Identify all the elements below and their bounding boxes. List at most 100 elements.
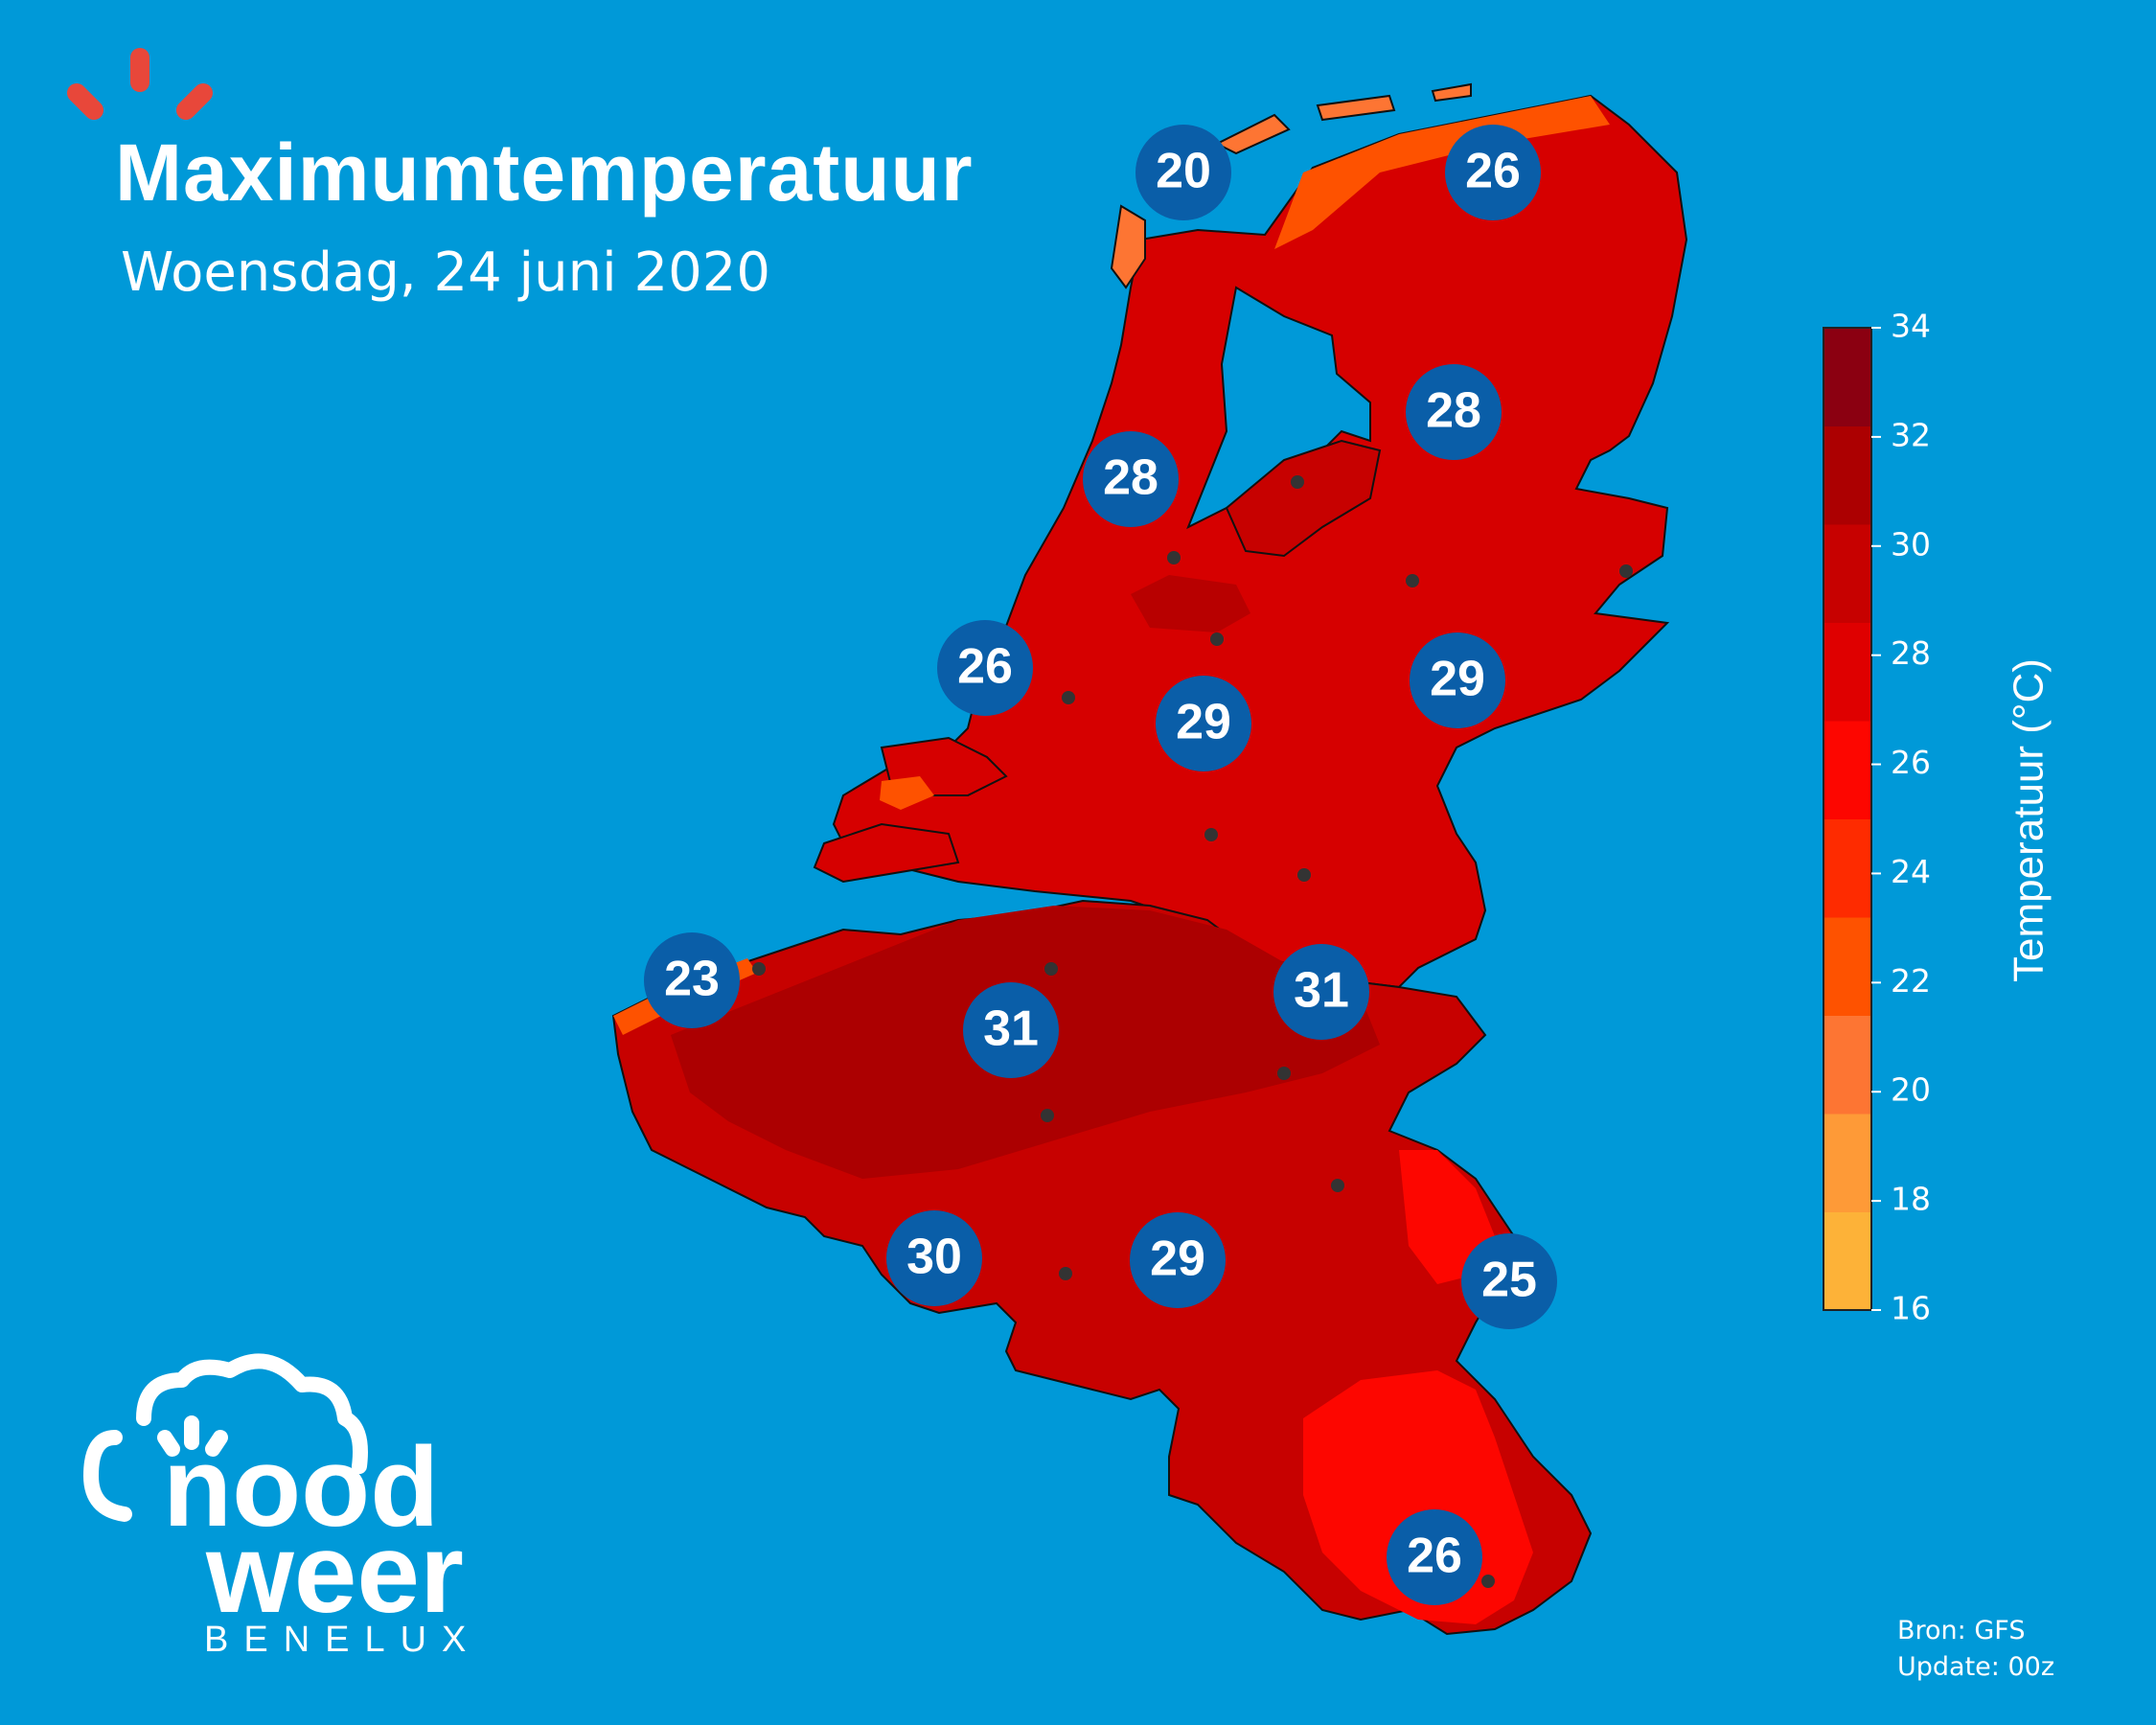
- station-circle: [1410, 632, 1505, 728]
- zone-nl-hot: [1131, 575, 1250, 632]
- station-circle: [963, 982, 1059, 1078]
- colorbar-ticks: 16 18 20 22 24 26 28 30 32 34: [1871, 308, 1931, 1327]
- zone-nl-coast-orange: [1274, 96, 1610, 249]
- brand-nood: nood: [163, 1424, 439, 1551]
- land-ameland: [1431, 82, 1472, 103]
- zone-ardennes-east: [1399, 1150, 1495, 1284]
- station-badge-twente: 29: [1410, 632, 1505, 728]
- colorbar-swatch: [1823, 524, 1871, 623]
- station-badge-ardennes-east: 25: [1461, 1233, 1557, 1329]
- station-value: 26: [1407, 1529, 1462, 1584]
- station-badge-limburg: 31: [1273, 944, 1369, 1040]
- city-dot: [1297, 868, 1311, 882]
- zeeland-orange: [880, 776, 934, 810]
- colorbar-frame: [1823, 327, 1872, 1311]
- colorbar-tick-label: 20: [1891, 1071, 1931, 1109]
- station-circle: [1445, 125, 1541, 220]
- source-text: Bron: GFS: [1897, 1616, 2026, 1645]
- colorbar-tick-label: 22: [1891, 962, 1931, 1000]
- colorbar-tick-label: 26: [1891, 744, 1931, 781]
- station-value: 29: [1430, 652, 1485, 707]
- land-vlieland: [1214, 113, 1291, 155]
- colorbar-swatch: [1823, 917, 1871, 1016]
- land-flevoland: [1225, 439, 1382, 558]
- colorbar-swatch: [1823, 818, 1871, 918]
- station-badge-den-helder-north: 20: [1135, 125, 1231, 220]
- city-dot: [1406, 574, 1419, 587]
- station-circle: [1461, 1233, 1557, 1329]
- brand-benelux: BENELUX: [204, 1620, 482, 1660]
- colorbar-swatch: [1823, 328, 1871, 426]
- station-circle: [937, 620, 1033, 716]
- station-badge-namur: 29: [1130, 1212, 1226, 1308]
- station-badge-groningen-coast: 26: [1445, 125, 1541, 220]
- cloud-logo-icon: [83, 1353, 368, 1522]
- colorbar-label: Temperatuur (°C): [2006, 658, 2053, 982]
- station-badge-flanders: 31: [963, 982, 1059, 1078]
- city-dot: [1059, 1267, 1072, 1280]
- city-dot: [1204, 828, 1218, 841]
- brand-weer: weer: [205, 1510, 464, 1637]
- station-value: 29: [1150, 1231, 1205, 1287]
- station-badge-luxembourg: 26: [1387, 1509, 1482, 1605]
- colorbar-swatch: [1823, 622, 1871, 722]
- colorbar-tick-label: 30: [1891, 525, 1931, 563]
- land-texel: [1110, 204, 1146, 289]
- station-value: 20: [1156, 144, 1211, 199]
- station-value: 28: [1426, 383, 1481, 439]
- station-badge-hainaut: 30: [886, 1210, 982, 1306]
- station-badge-utrecht-brabant: 29: [1156, 676, 1251, 771]
- netherlands-land: [813, 82, 1688, 989]
- station-badges: 20 26 28 28 26 29 29 23 31 31 30 29 25 26: [644, 125, 1557, 1605]
- station-circle: [1135, 125, 1231, 220]
- page-subtitle: Woensdag, 24 juni 2020: [121, 242, 770, 304]
- city-dot: [1277, 1067, 1291, 1080]
- colorbar-swatch: [1823, 1114, 1871, 1212]
- station-value: 26: [1465, 144, 1521, 199]
- station-badge-drenthe: 28: [1406, 364, 1502, 460]
- page-title: Maximumtemperatuur: [115, 127, 974, 218]
- colorbar: 16 18 20 22 24 26 28 30 32 34 Temperatuur (°C): [1823, 308, 2053, 1327]
- city-dot: [1619, 564, 1633, 578]
- colorbar-swatches: [1823, 328, 1871, 1311]
- colorbar-tick-label: 32: [1891, 416, 1931, 453]
- station-circle: [1387, 1509, 1482, 1605]
- city-dot: [1044, 962, 1058, 976]
- city-dot: [1041, 1109, 1054, 1122]
- update-text: Update: 00z: [1897, 1652, 2054, 1682]
- sun-rays-icon: [67, 48, 213, 120]
- station-value: 28: [1103, 450, 1158, 506]
- city-dot: [1167, 551, 1181, 564]
- station-value: 23: [664, 952, 720, 1007]
- city-dot: [1210, 632, 1224, 646]
- colorbar-tick-label: 34: [1891, 308, 1931, 345]
- colorbar-tick-label: 18: [1891, 1181, 1931, 1218]
- city-dot: [1481, 1575, 1495, 1588]
- colorbar-swatch: [1823, 426, 1871, 525]
- station-badge-zuid-holland: 26: [937, 620, 1033, 716]
- colorbar-swatch: [1823, 1211, 1871, 1311]
- station-circle: [886, 1210, 982, 1306]
- station-circle: [1273, 944, 1369, 1040]
- colorbar-tick-label: 16: [1891, 1290, 1931, 1327]
- station-badge-noord-holland: 28: [1083, 431, 1179, 527]
- colorbar-swatch: [1823, 721, 1871, 819]
- station-value: 26: [957, 639, 1013, 695]
- station-value: 31: [1294, 963, 1349, 1019]
- city-markers: [752, 475, 1633, 1588]
- station-badge-belgian-coast: 23: [644, 932, 740, 1028]
- station-value: 25: [1481, 1253, 1537, 1308]
- source-info: Bron: GFS Update: 00z: [1897, 1613, 2054, 1686]
- station-circle: [1130, 1212, 1226, 1308]
- station-circle: [1406, 364, 1502, 460]
- land-terschelling: [1316, 94, 1396, 122]
- station-value: 31: [983, 1001, 1039, 1057]
- colorbar-tick-label: 24: [1891, 853, 1931, 890]
- city-dot: [1062, 691, 1075, 704]
- colorbar-swatch: [1823, 1015, 1871, 1115]
- city-dot: [1291, 475, 1304, 489]
- city-dot: [1331, 1179, 1344, 1192]
- station-circle: [1083, 431, 1179, 527]
